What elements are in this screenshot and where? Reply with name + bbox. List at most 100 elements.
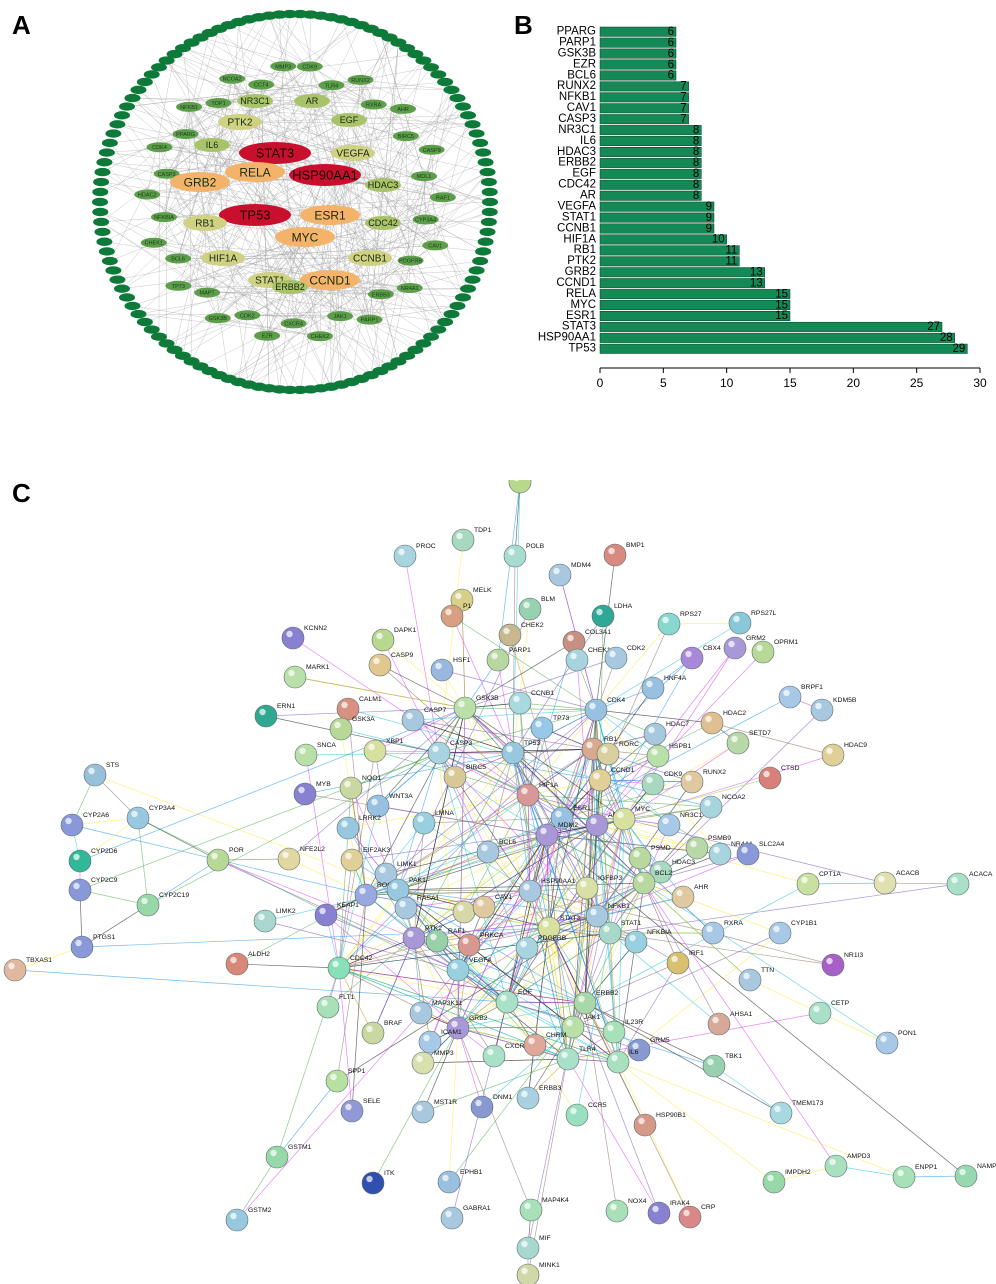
ring-node-label: MMP3 bbox=[275, 64, 291, 70]
bar-value-label: 6 bbox=[668, 37, 674, 49]
network-c-edge bbox=[464, 707, 574, 1028]
protein-node-highlight bbox=[442, 1174, 449, 1182]
protein-node-highlight bbox=[743, 972, 750, 980]
hub-node-label: RB1 bbox=[195, 219, 215, 230]
network-c-edge bbox=[584, 1002, 715, 1067]
hub-node bbox=[272, 280, 308, 294]
outer-node bbox=[166, 345, 183, 355]
network-c-edge bbox=[668, 622, 741, 625]
network-c-edge bbox=[617, 818, 625, 1063]
ring-node bbox=[165, 253, 192, 264]
bar bbox=[599, 311, 791, 321]
protein-node-label: CHRM bbox=[546, 1032, 567, 1039]
ring-node bbox=[296, 61, 323, 72]
network-c-edge bbox=[397, 794, 529, 891]
protein-node-label: NFE2L2 bbox=[300, 846, 325, 853]
protein-node bbox=[751, 640, 775, 664]
network-c-edge bbox=[217, 859, 415, 939]
bar-category-label: NR3C1 bbox=[558, 124, 596, 136]
protein-node bbox=[368, 653, 392, 677]
bar-category-label: EGF bbox=[572, 168, 596, 180]
protein-node-label: RXRA bbox=[724, 920, 743, 927]
network-c-edge bbox=[609, 883, 959, 934]
hub-node-label: CCNB1 bbox=[353, 254, 387, 265]
protein-node-highlight bbox=[651, 748, 658, 756]
network-a-edge bbox=[207, 292, 294, 324]
bar-category-label: HDAC3 bbox=[557, 146, 596, 158]
network-a-edge bbox=[319, 174, 326, 337]
protein-node bbox=[476, 840, 500, 864]
protein-node-highlight bbox=[580, 880, 587, 888]
network-c-edge bbox=[377, 752, 440, 807]
outer-node bbox=[449, 93, 466, 103]
network-c-edge bbox=[137, 817, 149, 906]
outer-node bbox=[101, 256, 118, 266]
protein-node-label: CHEK2 bbox=[521, 622, 544, 629]
protein-node bbox=[281, 626, 305, 650]
ring-node bbox=[392, 131, 419, 142]
network-a-edge bbox=[339, 37, 390, 317]
ring-node bbox=[397, 255, 424, 266]
ring-node bbox=[422, 240, 449, 251]
protein-node-highlight bbox=[513, 695, 520, 703]
protein-node bbox=[624, 930, 648, 954]
protein-node-highlight bbox=[609, 650, 616, 658]
protein-node-label: ERN1 bbox=[277, 703, 295, 710]
protein-node bbox=[584, 698, 608, 722]
network-c-edge bbox=[397, 889, 598, 917]
network-c-edge bbox=[595, 623, 670, 711]
protein-node-label: CCNB1 bbox=[531, 690, 554, 697]
outer-node bbox=[109, 275, 126, 284]
bar-category-label: CAV1 bbox=[567, 102, 596, 114]
outer-node bbox=[460, 284, 477, 293]
ring-node bbox=[248, 79, 275, 90]
network-c-edge bbox=[457, 882, 645, 1029]
protein-node-highlight bbox=[211, 852, 218, 860]
network-a-edge bbox=[188, 106, 332, 387]
protein-node bbox=[443, 765, 467, 789]
network-c-edge bbox=[487, 752, 514, 853]
network-a-edge bbox=[144, 279, 271, 323]
protein-node bbox=[556, 1047, 580, 1071]
hub-node-label: CCND1 bbox=[309, 273, 351, 287]
network-c-edge bbox=[365, 709, 597, 896]
outer-node bbox=[472, 138, 489, 148]
bar-category-label: CDC42 bbox=[558, 179, 596, 191]
outer-node bbox=[183, 357, 200, 366]
network-c-edge bbox=[609, 932, 834, 966]
protein-node bbox=[633, 1113, 657, 1137]
protein-node-highlight bbox=[458, 700, 465, 708]
protein-node-highlight bbox=[654, 864, 661, 872]
network-c-edge bbox=[527, 748, 594, 796]
network-a-edge bbox=[260, 84, 321, 337]
protein-node bbox=[457, 933, 481, 957]
network-a-edge bbox=[199, 15, 270, 183]
protein-node bbox=[596, 742, 620, 766]
network-a-edge bbox=[166, 124, 473, 175]
hub-node-label: CDC42 bbox=[368, 218, 398, 228]
network-a-edge bbox=[138, 313, 320, 337]
protein-node-label: ICAM1 bbox=[441, 1029, 462, 1036]
protein-node bbox=[336, 816, 360, 840]
network-c-edge bbox=[397, 834, 548, 891]
network-c-edge bbox=[599, 733, 656, 781]
protein-node-label: AHSA1 bbox=[730, 1011, 753, 1018]
outer-node bbox=[143, 325, 160, 334]
protein-node-label: TTN bbox=[761, 967, 774, 974]
protein-node-label: CRP bbox=[701, 1204, 716, 1211]
outer-node bbox=[479, 167, 496, 177]
network-c-edge bbox=[595, 709, 713, 724]
network-c-edge bbox=[497, 659, 514, 754]
protein-node-highlight bbox=[477, 899, 484, 907]
protein-node-label: NAMPT bbox=[977, 1163, 996, 1170]
network-c-edge bbox=[506, 1001, 586, 1004]
outer-node bbox=[430, 70, 447, 79]
protein-node bbox=[225, 1208, 249, 1232]
network-c-edge bbox=[413, 937, 431, 1043]
ring-node-label: CXCR4 bbox=[284, 321, 303, 327]
protein-node-label: GABRA1 bbox=[463, 1205, 491, 1212]
protein-node-highlight bbox=[880, 1035, 887, 1043]
protein-node-highlight bbox=[523, 883, 530, 891]
network-c-edge bbox=[596, 824, 662, 873]
outer-node bbox=[96, 237, 113, 246]
